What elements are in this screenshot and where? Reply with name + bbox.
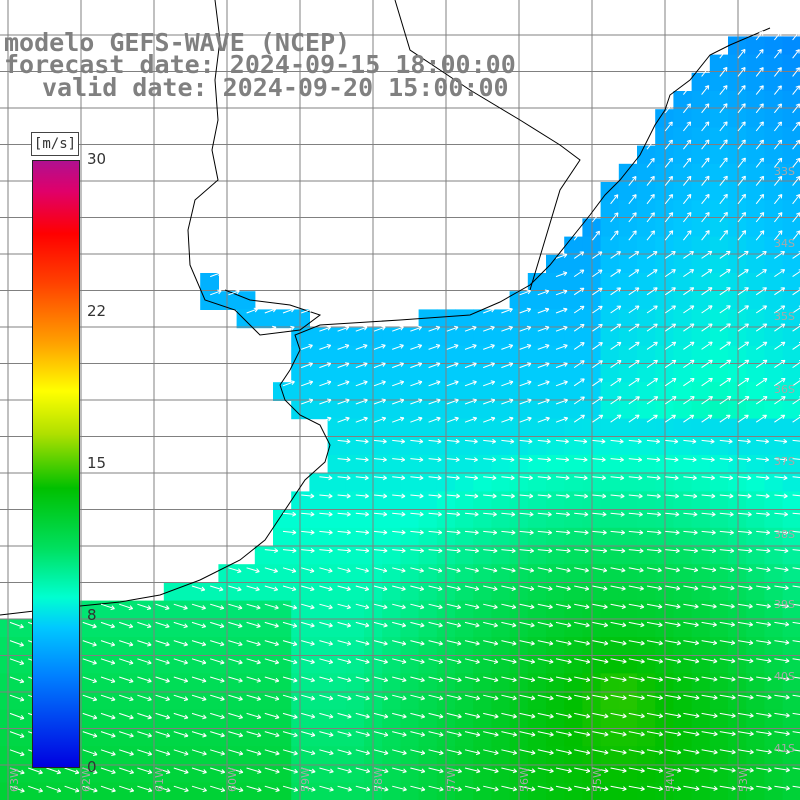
lon-label: 60W [226, 767, 239, 792]
colorbar-unit: [m/s] [31, 132, 79, 156]
lat-label: 34S [774, 237, 795, 250]
border-line [394, 0, 581, 291]
lat-label: 40S [774, 670, 795, 683]
lat-label: 41S [774, 742, 795, 755]
lon-label: 62W [80, 767, 93, 792]
title-valid-date: valid date: 2024-09-20 15:00:00 [42, 73, 509, 102]
lon-label: 57W [445, 767, 458, 792]
lon-label: 58W [372, 767, 385, 792]
coastline [0, 27, 771, 616]
colorbar-tick-0: 0 [87, 758, 97, 776]
colorbar-tick-22: 22 [87, 302, 107, 320]
lat-label: 38S [774, 528, 795, 541]
lat-label: 36S [774, 383, 795, 396]
lon-label: 63W [8, 767, 21, 792]
colorbar-tick-8: 8 [87, 606, 97, 624]
title-forecast-date: forecast date: 2024-09-15 18:00:00 [4, 50, 516, 79]
lat-label: 39S [774, 598, 795, 611]
lat-label: 33S [774, 165, 795, 178]
lat-label: 37S [774, 455, 795, 468]
lon-label: 53W [737, 767, 750, 792]
wind-vectors [9, 30, 800, 793]
lon-label: 59W [299, 767, 312, 792]
colorbar [32, 160, 80, 768]
lat-label: 35S [774, 310, 795, 323]
lon-label: 61W [153, 767, 166, 792]
title-model: modelo GEFS-WAVE (NCEP) [4, 28, 351, 57]
lon-label: 56W [518, 767, 531, 792]
colorbar-tick-15: 15 [87, 454, 107, 472]
lon-label: 55W [591, 767, 604, 792]
lon-label: 54W [664, 767, 677, 792]
colorbar-tick-30: 30 [87, 150, 107, 168]
